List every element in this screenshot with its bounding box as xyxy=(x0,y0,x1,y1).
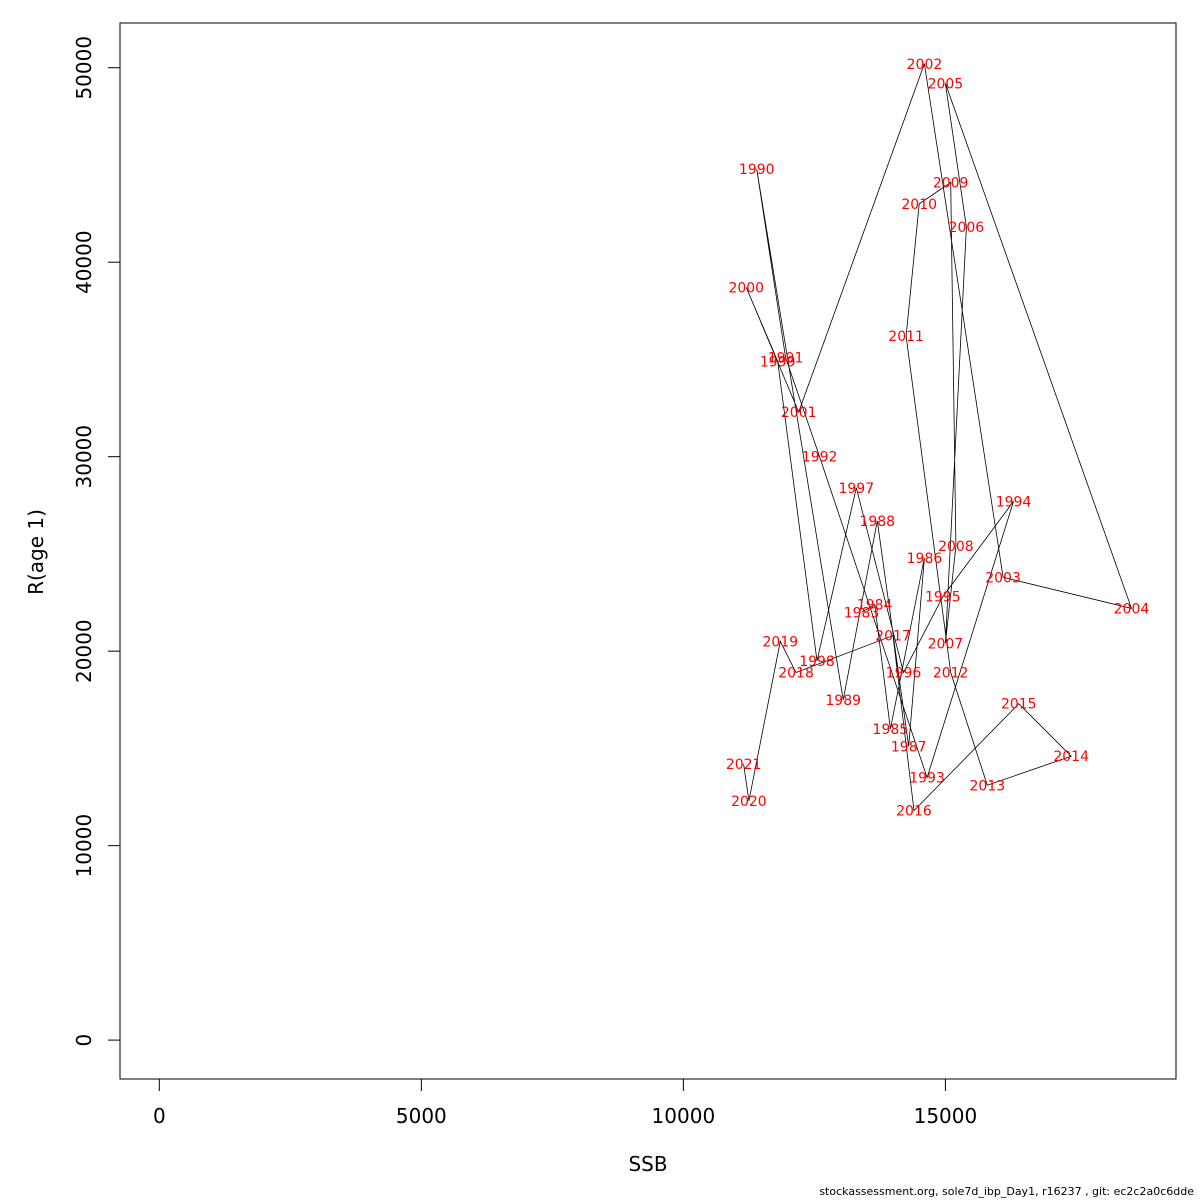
point-label-1992: 1992 xyxy=(802,450,838,466)
point-label-2004: 2004 xyxy=(1114,601,1150,617)
point-label-1996: 1996 xyxy=(886,666,922,682)
point-label-1987: 1987 xyxy=(891,739,927,755)
point-label-2019: 2019 xyxy=(763,634,799,650)
point-label-2001: 2001 xyxy=(781,405,817,421)
point-label-2021: 2021 xyxy=(726,757,762,773)
point-label-1986: 1986 xyxy=(907,551,943,567)
x-axis-title: SSB xyxy=(628,1152,667,1176)
point-label-1998: 1998 xyxy=(799,654,835,670)
y-tick-label: 40000 xyxy=(72,230,96,294)
point-label-1994: 1994 xyxy=(996,494,1032,510)
series-path xyxy=(743,63,1133,812)
point-label-1984: 1984 xyxy=(857,597,893,613)
y-tick-label: 0 xyxy=(72,1034,96,1047)
point-label-2009: 2009 xyxy=(933,175,969,191)
point-label-2000: 2000 xyxy=(728,280,764,296)
point-label-1993: 1993 xyxy=(909,771,945,787)
x-tick-label: 15000 xyxy=(914,1104,978,1128)
point-label-2006: 2006 xyxy=(949,220,985,236)
point-label-2005: 2005 xyxy=(928,76,964,92)
point-label-1999: 1999 xyxy=(760,354,796,370)
point-label-2002: 2002 xyxy=(907,57,943,73)
y-tick-label: 20000 xyxy=(72,619,96,683)
x-tick-label: 0 xyxy=(153,1104,166,1128)
point-label-2007: 2007 xyxy=(928,636,964,652)
point-label-2020: 2020 xyxy=(731,794,767,810)
point-label-2003: 2003 xyxy=(985,570,1021,586)
footer-credit: stockassessment.org, sole7d_ibp_Day1, r1… xyxy=(819,1185,1194,1198)
point-label-2016: 2016 xyxy=(896,804,932,820)
y-axis-title: R(age 1) xyxy=(24,509,48,595)
point-label-2013: 2013 xyxy=(970,778,1006,794)
x-axis: 0 5000 10000 15000 xyxy=(153,1078,978,1128)
point-label-2015: 2015 xyxy=(1001,697,1037,713)
y-tick-label: 50000 xyxy=(72,36,96,100)
y-tick-label: 10000 xyxy=(72,814,96,878)
point-label-1983: 1983 xyxy=(844,605,880,621)
point-label-2010: 2010 xyxy=(901,197,937,213)
point-label-2014: 2014 xyxy=(1053,749,1089,765)
point-label-1988: 1988 xyxy=(859,514,895,530)
point-label-2017: 2017 xyxy=(875,629,911,645)
y-axis: 0 10000 20000 30000 40000 50000 xyxy=(72,36,121,1047)
point-label-2011: 2011 xyxy=(888,329,924,345)
point-label-2012: 2012 xyxy=(933,666,969,682)
point-label-1997: 1997 xyxy=(838,481,874,497)
x-tick-label: 10000 xyxy=(652,1104,716,1128)
point-label-1991: 1991 xyxy=(768,350,804,366)
plot-frame xyxy=(119,22,1177,1080)
y-tick-label: 30000 xyxy=(72,425,96,489)
point-label-1990: 1990 xyxy=(739,162,775,178)
point-label-1995: 1995 xyxy=(925,590,961,606)
point-label-2018: 2018 xyxy=(778,666,814,682)
x-tick-label: 5000 xyxy=(396,1104,447,1128)
point-label-1989: 1989 xyxy=(825,693,861,709)
point-label-1985: 1985 xyxy=(873,722,909,738)
point-label-2008: 2008 xyxy=(938,539,974,555)
